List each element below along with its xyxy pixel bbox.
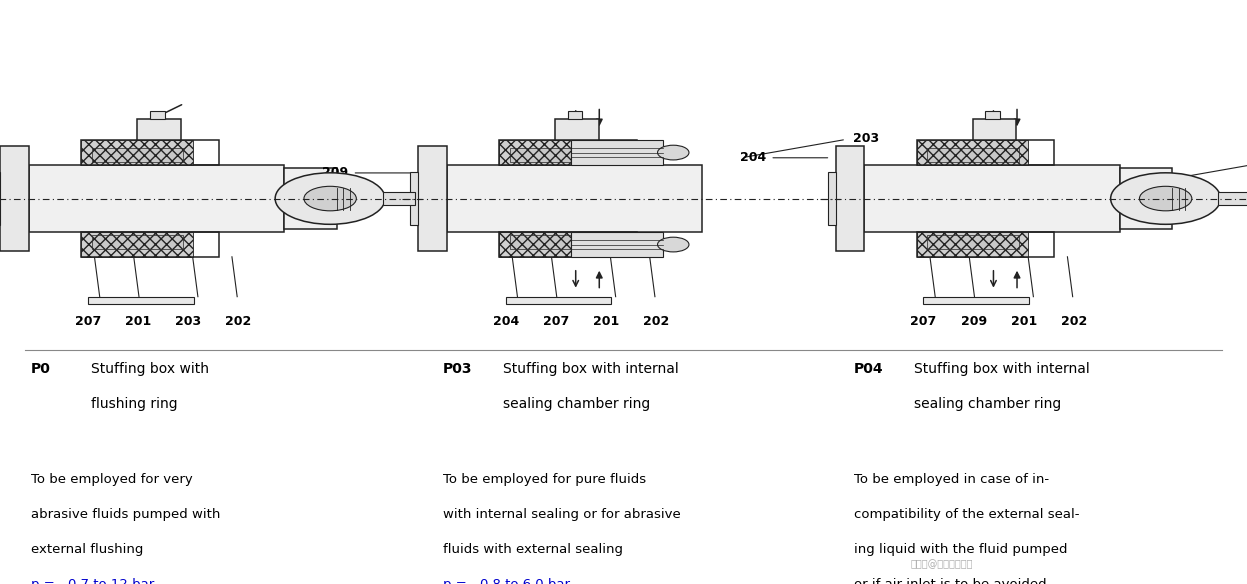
Bar <box>29 165 284 232</box>
Bar <box>81 232 193 257</box>
Bar <box>499 232 610 257</box>
Bar <box>510 148 601 162</box>
Bar <box>835 147 864 251</box>
Text: 授德号@上海坤锦机电: 授德号@上海坤锦机电 <box>910 559 973 569</box>
Text: 203: 203 <box>176 315 201 328</box>
Bar <box>973 119 1016 140</box>
Bar <box>917 140 1054 165</box>
Bar <box>81 140 219 165</box>
Text: 203: 203 <box>853 131 879 145</box>
Bar <box>917 232 1028 257</box>
Text: 209: 209 <box>960 315 986 328</box>
Bar <box>383 192 415 204</box>
Bar <box>92 148 183 162</box>
Text: 207: 207 <box>542 315 569 328</box>
Bar <box>284 168 337 229</box>
Text: P03: P03 <box>443 362 473 376</box>
Text: 202: 202 <box>1061 315 1087 328</box>
Text: 204: 204 <box>493 315 519 328</box>
Text: To be employed for pure fluids: To be employed for pure fluids <box>443 473 646 486</box>
Text: flushing ring: flushing ring <box>91 397 177 411</box>
Bar <box>828 172 835 225</box>
Bar <box>571 140 663 165</box>
Bar <box>555 119 599 140</box>
Bar <box>92 235 183 249</box>
Bar <box>928 148 1019 162</box>
Text: To be employed for very: To be employed for very <box>31 473 193 486</box>
Text: or if air inlet is to be avoided: or if air inlet is to be avoided <box>854 578 1046 584</box>
Text: 202: 202 <box>226 315 252 328</box>
Bar <box>499 232 636 257</box>
Text: 209: 209 <box>323 166 348 179</box>
Circle shape <box>276 173 385 224</box>
Text: P0: P0 <box>31 362 51 376</box>
Text: 201: 201 <box>1010 315 1038 328</box>
Circle shape <box>1140 186 1192 211</box>
Bar <box>506 297 611 304</box>
Bar <box>446 165 702 232</box>
Bar <box>923 297 1029 304</box>
Text: 204: 204 <box>739 151 766 164</box>
Bar <box>137 119 181 140</box>
Text: abrasive fluids pumped with: abrasive fluids pumped with <box>31 508 221 521</box>
Text: To be employed in case of in-: To be employed in case of in- <box>854 473 1049 486</box>
Bar <box>917 232 1054 257</box>
Bar <box>150 112 165 119</box>
Bar <box>499 140 610 165</box>
Text: sealing chamber ring: sealing chamber ring <box>914 397 1061 411</box>
Text: fluids with external sealing: fluids with external sealing <box>443 543 622 556</box>
Text: 201: 201 <box>592 315 620 328</box>
Bar <box>928 235 1019 249</box>
Circle shape <box>657 237 690 252</box>
Text: 201: 201 <box>125 315 151 328</box>
Bar <box>1120 168 1172 229</box>
Text: compatibility of the external seal-: compatibility of the external seal- <box>854 508 1080 521</box>
Bar <box>87 297 193 304</box>
Bar <box>418 147 446 251</box>
Circle shape <box>1111 173 1221 224</box>
Bar <box>985 112 1000 119</box>
Circle shape <box>304 186 357 211</box>
Text: P04: P04 <box>854 362 884 376</box>
Bar <box>410 172 418 225</box>
Text: external flushing: external flushing <box>31 543 143 556</box>
Bar <box>571 232 663 257</box>
Bar <box>917 140 1028 165</box>
Text: sealing chamber ring: sealing chamber ring <box>503 397 650 411</box>
Text: Stuffing box with internal: Stuffing box with internal <box>914 362 1090 376</box>
Bar <box>864 165 1120 232</box>
Bar <box>81 232 219 257</box>
Bar <box>499 140 636 165</box>
Text: 202: 202 <box>643 315 670 328</box>
Text: with internal sealing or for abrasive: with internal sealing or for abrasive <box>443 508 681 521</box>
Bar <box>81 140 193 165</box>
Text: p = - 0,8 to 6,0 bar: p = - 0,8 to 6,0 bar <box>443 578 570 584</box>
Text: ing liquid with the fluid pumped: ing liquid with the fluid pumped <box>854 543 1067 556</box>
Bar <box>510 235 601 249</box>
Text: Stuffing box with: Stuffing box with <box>91 362 209 376</box>
Bar <box>0 147 29 251</box>
Text: p = - 0,7 to 12 bar: p = - 0,7 to 12 bar <box>31 578 155 584</box>
Text: 207: 207 <box>75 315 101 328</box>
Bar <box>567 112 582 119</box>
Circle shape <box>657 145 690 160</box>
Text: 207: 207 <box>910 315 936 328</box>
Bar <box>1218 192 1247 204</box>
Text: Stuffing box with internal: Stuffing box with internal <box>503 362 678 376</box>
